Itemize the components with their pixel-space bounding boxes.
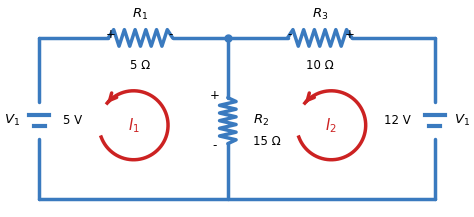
Text: +: +	[106, 28, 116, 41]
Text: +: +	[345, 28, 355, 41]
Text: $I_2$: $I_2$	[325, 116, 337, 135]
Text: -: -	[168, 28, 173, 41]
Text: 10 Ω: 10 Ω	[306, 59, 334, 72]
Text: $R_3$: $R_3$	[311, 7, 328, 22]
Text: -: -	[213, 140, 217, 153]
Text: 12 V: 12 V	[384, 114, 411, 127]
Text: $V_1$: $V_1$	[454, 113, 470, 128]
Text: 5 V: 5 V	[63, 114, 82, 127]
Text: 5 Ω: 5 Ω	[130, 59, 151, 72]
Text: 15 Ω: 15 Ω	[253, 135, 281, 148]
Text: $R_2$: $R_2$	[253, 113, 269, 128]
Text: -: -	[288, 28, 292, 41]
Text: $I_1$: $I_1$	[128, 116, 139, 135]
Text: $R_1$: $R_1$	[132, 7, 148, 22]
Text: +: +	[210, 89, 220, 102]
Text: $V_1$: $V_1$	[4, 113, 20, 128]
